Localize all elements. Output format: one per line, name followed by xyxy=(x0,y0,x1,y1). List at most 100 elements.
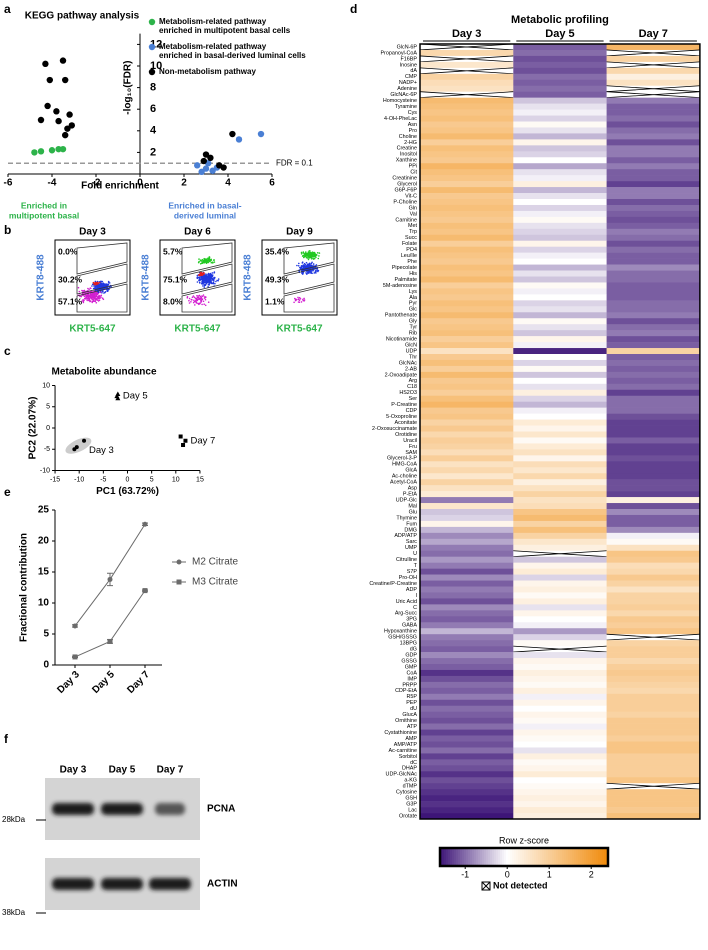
heatmap-cell xyxy=(513,67,607,75)
flow-event xyxy=(213,272,215,274)
flow-event xyxy=(199,272,202,274)
column-label: Day 3 xyxy=(452,28,481,40)
y-tick-label: 2 xyxy=(150,146,156,158)
data-point xyxy=(72,654,78,660)
flow-event xyxy=(89,295,92,297)
flow-event xyxy=(318,252,321,254)
heatmap-cell xyxy=(420,431,514,438)
y-axis-label: Fractional contribution xyxy=(19,533,30,642)
row-label: GSSG xyxy=(401,658,417,664)
flow-event xyxy=(307,272,310,274)
y-tick-label: 4 xyxy=(150,125,157,137)
colorbar-step xyxy=(564,848,567,866)
heatmap-cell xyxy=(513,97,607,104)
row-label: Tyramine xyxy=(395,104,417,110)
heatmap-cell xyxy=(606,276,701,283)
row-label: Gly xyxy=(409,319,417,325)
heatmap-cell xyxy=(606,568,701,575)
row-label: Uracil xyxy=(403,438,417,444)
flow-event xyxy=(197,274,200,276)
row-label: dC xyxy=(410,760,417,766)
data-point xyxy=(82,438,87,443)
missing-cross xyxy=(513,645,607,653)
flow-event xyxy=(303,299,306,301)
flow-event xyxy=(209,277,212,280)
flow-event xyxy=(198,258,200,260)
heatmap-cell xyxy=(513,634,607,641)
heatmap-cell xyxy=(513,91,607,98)
heatmap-cell xyxy=(606,765,701,772)
flow-event xyxy=(207,278,209,281)
row-label: UDP-Glc xyxy=(396,497,418,503)
panel-label: c xyxy=(4,344,11,358)
heatmap-cell xyxy=(420,306,514,313)
heatmap-cell xyxy=(513,652,607,659)
flow-event xyxy=(200,278,203,281)
heatmap-cell xyxy=(420,389,514,397)
row-label: Citrulline xyxy=(396,557,417,563)
flow-event xyxy=(308,252,311,254)
flow-event xyxy=(79,295,81,298)
heatmap-cell xyxy=(606,497,701,504)
flow-x-label: KRT5-647 xyxy=(69,324,116,335)
heatmap-cell xyxy=(606,354,701,361)
flow-event xyxy=(315,253,317,256)
heatmap-cell xyxy=(420,300,514,307)
blot-band xyxy=(52,803,94,815)
row-label: Ornithine xyxy=(395,718,417,724)
heatmap-cell xyxy=(420,199,514,206)
row-label: Cytosine xyxy=(396,790,417,796)
flow-event xyxy=(211,282,214,285)
gate-percent: 0.0% xyxy=(58,246,78,256)
heatmap-cell xyxy=(513,467,607,474)
group-label: Day 5 xyxy=(123,391,148,402)
row-label: Tyr xyxy=(410,325,418,331)
row-label: AMP/ATP xyxy=(394,742,418,748)
heatmap-cell xyxy=(420,675,514,683)
heatmap-cell xyxy=(606,365,701,373)
data-point xyxy=(142,521,148,527)
flow-event xyxy=(306,266,309,268)
heatmap-cell xyxy=(420,395,514,402)
flow-event xyxy=(207,257,209,260)
flow-event xyxy=(208,284,211,286)
flow-event xyxy=(86,299,88,302)
colorbar-step xyxy=(598,848,601,866)
heatmap-cell xyxy=(513,503,607,510)
flow-event xyxy=(94,299,97,301)
heatmap-cell xyxy=(513,479,607,486)
heatmap-cell xyxy=(606,652,701,659)
row-label: Met xyxy=(408,223,417,229)
x-axis-label: Fold enrichment xyxy=(81,181,159,192)
heatmap-cell xyxy=(513,616,607,623)
heatmap-cell xyxy=(606,544,701,552)
colorbar-step xyxy=(530,848,533,866)
flow-event xyxy=(193,300,196,303)
flow-event xyxy=(306,263,309,266)
flow-event xyxy=(201,303,203,306)
flow-event xyxy=(211,272,214,274)
x-tick-label: -15 xyxy=(50,476,60,483)
heatmap-cell xyxy=(420,151,514,158)
panel-label: b xyxy=(4,223,11,237)
flow-event xyxy=(192,295,195,297)
flow-event xyxy=(201,277,204,279)
data-point xyxy=(68,122,76,129)
colorbar-step xyxy=(502,848,505,866)
flow-event xyxy=(311,253,314,255)
heatmap-cell xyxy=(420,646,514,653)
row-label: P-EtA xyxy=(403,492,417,498)
chart-title: Metabolic profiling xyxy=(511,14,609,26)
heatmap-cell xyxy=(420,765,514,772)
data-point xyxy=(107,638,113,644)
heatmap-cell xyxy=(606,461,701,468)
x-tick-label: -6 xyxy=(4,178,13,189)
data-point xyxy=(202,165,210,172)
row-label: 3PG xyxy=(406,617,417,623)
flow-event xyxy=(316,269,319,271)
flow-event xyxy=(203,259,205,262)
flow-event xyxy=(196,299,198,301)
flow-event xyxy=(300,253,303,255)
flow-title: Day 3 xyxy=(79,227,106,238)
row-label: Fru xyxy=(409,444,417,450)
